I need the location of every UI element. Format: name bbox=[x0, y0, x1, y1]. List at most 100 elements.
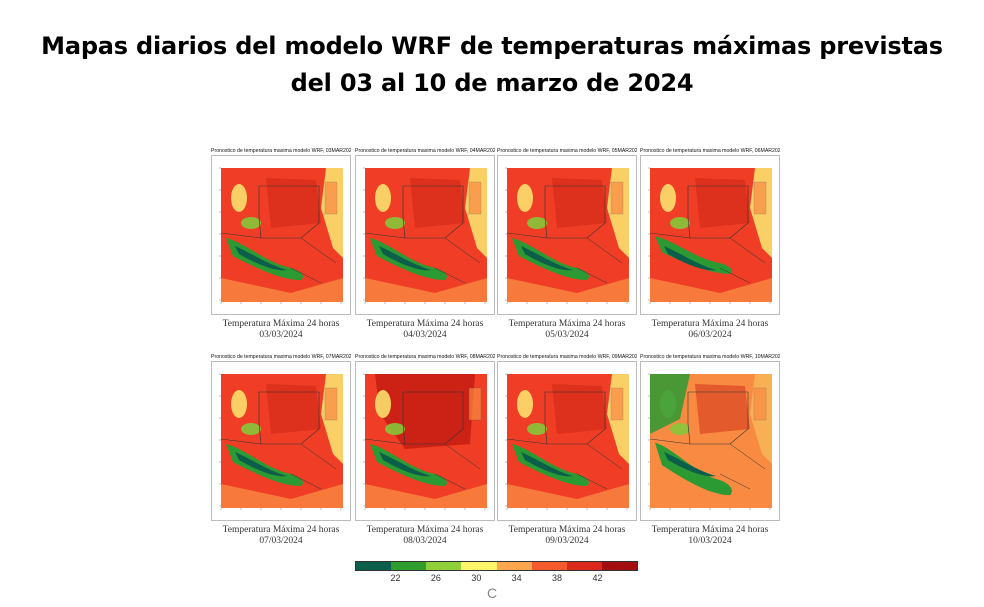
map-header: Pronostico de temperatura maxima modelo … bbox=[497, 354, 637, 360]
hot-region bbox=[695, 384, 750, 434]
country-border bbox=[220, 438, 337, 490]
mild-patch bbox=[375, 184, 391, 212]
colorbar-tick: 22 bbox=[390, 573, 401, 583]
caption-title: Temperatura Máxima 24 horas bbox=[651, 525, 769, 535]
mild-patch bbox=[231, 184, 247, 212]
colorbar-swatch bbox=[566, 562, 602, 570]
map-header: Pronostico de temperatura maxima modelo … bbox=[355, 148, 495, 154]
temperature-map bbox=[355, 361, 495, 521]
cool-patch bbox=[241, 217, 261, 229]
map-header: Pronostico de temperatura maxima modelo … bbox=[211, 148, 351, 154]
map-legend-box bbox=[610, 387, 624, 421]
caption-title: Temperatura Máxima 24 horas bbox=[222, 319, 340, 329]
map-legend-box bbox=[753, 181, 767, 215]
caption-title: Temperatura Máxima 24 horas bbox=[508, 525, 626, 535]
highland-core bbox=[379, 452, 431, 477]
cool-patch bbox=[527, 423, 547, 435]
page-title-line-2: del 03 al 10 de marzo de 2024 bbox=[290, 69, 694, 97]
country-border bbox=[220, 232, 337, 284]
temperature-map bbox=[497, 155, 637, 315]
coastal-region bbox=[365, 484, 487, 508]
map-svg bbox=[505, 167, 629, 304]
map-legend-box bbox=[324, 387, 338, 421]
cool-patch bbox=[670, 423, 690, 435]
caption-date: 06/03/2024 bbox=[688, 330, 732, 340]
caption-title: Temperatura Máxima 24 horas bbox=[366, 525, 484, 535]
hot-region bbox=[266, 384, 321, 434]
colorbar-tick: 26 bbox=[430, 573, 441, 583]
colorbar-swatch bbox=[356, 562, 392, 570]
coastal-region bbox=[221, 278, 343, 302]
highland-core bbox=[664, 246, 716, 271]
map-svg bbox=[363, 167, 487, 304]
map-legend-box bbox=[468, 181, 482, 215]
caption-date: 05/03/2024 bbox=[545, 330, 589, 340]
map-legend-box bbox=[753, 387, 767, 421]
map-header: Pronostico de temperatura maxima modelo … bbox=[211, 354, 351, 360]
map-svg bbox=[219, 373, 343, 510]
temperature-map bbox=[640, 361, 780, 521]
map-caption: Temperatura Máxima 24 horas 08/03/2024 bbox=[355, 525, 495, 547]
map-caption: Temperatura Máxima 24 horas 06/03/2024 bbox=[640, 319, 780, 341]
coastal-region bbox=[221, 484, 343, 508]
colorbar-swatch bbox=[601, 562, 637, 570]
map-panel-1003: Pronostico de temperatura maxima modelo … bbox=[640, 353, 780, 547]
mild-patch bbox=[517, 390, 533, 418]
cool-patch bbox=[385, 423, 405, 435]
temperature-map bbox=[497, 361, 637, 521]
map-svg bbox=[505, 373, 629, 510]
map-svg bbox=[363, 373, 487, 510]
highland-core bbox=[235, 452, 287, 477]
coastal-region bbox=[365, 278, 487, 302]
map-svg bbox=[219, 167, 343, 304]
coastal-region bbox=[507, 484, 629, 508]
colorbar-swatch bbox=[461, 562, 497, 570]
caption-title: Temperatura Máxima 24 horas bbox=[651, 319, 769, 329]
hot-region bbox=[410, 178, 465, 228]
colorbar-tick: 30 bbox=[471, 573, 482, 583]
country-border bbox=[364, 438, 481, 490]
map-svg bbox=[648, 167, 772, 304]
caption-title: Temperatura Máxima 24 horas bbox=[366, 319, 484, 329]
country-border bbox=[649, 232, 766, 284]
temperature-map bbox=[640, 155, 780, 315]
map-caption: Temperatura Máxima 24 horas 09/03/2024 bbox=[497, 525, 637, 547]
mild-patch bbox=[231, 390, 247, 418]
colorbar-tick-labels: 22 26 30 34 38 42 bbox=[355, 573, 638, 585]
cool-region bbox=[650, 374, 690, 434]
colorbar-tick: 42 bbox=[592, 573, 603, 583]
map-legend-box bbox=[468, 387, 482, 421]
map-caption: Temperatura Máxima 24 horas 07/03/2024 bbox=[211, 525, 351, 547]
caption-title: Temperatura Máxima 24 horas bbox=[508, 319, 626, 329]
map-panel-0303: Pronostico de temperatura maxima modelo … bbox=[211, 147, 351, 341]
map-legend-box bbox=[610, 181, 624, 215]
country-border bbox=[364, 232, 481, 284]
temperature-colorbar bbox=[355, 561, 638, 571]
caption-date: 03/03/2024 bbox=[259, 330, 303, 340]
hot-region bbox=[552, 384, 607, 434]
highland-core bbox=[379, 246, 431, 271]
page-title-line-1: Mapas diarios del modelo WRF de temperat… bbox=[41, 32, 943, 60]
cool-patch bbox=[385, 217, 405, 229]
coastal-region bbox=[650, 484, 772, 508]
cool-patch bbox=[241, 423, 261, 435]
highland-region bbox=[655, 236, 732, 274]
cool-patch bbox=[670, 217, 690, 229]
map-panel-0903: Pronostico de temperatura maxima modelo … bbox=[497, 353, 637, 547]
caption-title: Temperatura Máxima 24 horas bbox=[222, 525, 340, 535]
colorbar-swatch bbox=[531, 562, 567, 570]
caption-date: 04/03/2024 bbox=[403, 330, 447, 340]
highland-core bbox=[235, 246, 287, 271]
country-border bbox=[649, 438, 766, 490]
map-caption: Temperatura Máxima 24 horas 05/03/2024 bbox=[497, 319, 637, 341]
map-header: Pronostico de temperatura maxima modelo … bbox=[355, 354, 495, 360]
map-header: Pronostico de temperatura maxima modelo … bbox=[497, 148, 637, 154]
map-panel-0603: Pronostico de temperatura maxima modelo … bbox=[640, 147, 780, 341]
country-border bbox=[506, 232, 623, 284]
cool-patch bbox=[527, 217, 547, 229]
map-panel-0703: Pronostico de temperatura maxima modelo … bbox=[211, 353, 351, 547]
mild-patch bbox=[660, 184, 676, 212]
map-caption: Temperatura Máxima 24 horas 03/03/2024 bbox=[211, 319, 351, 341]
caption-date: 08/03/2024 bbox=[403, 536, 447, 546]
hot-region bbox=[552, 178, 607, 228]
